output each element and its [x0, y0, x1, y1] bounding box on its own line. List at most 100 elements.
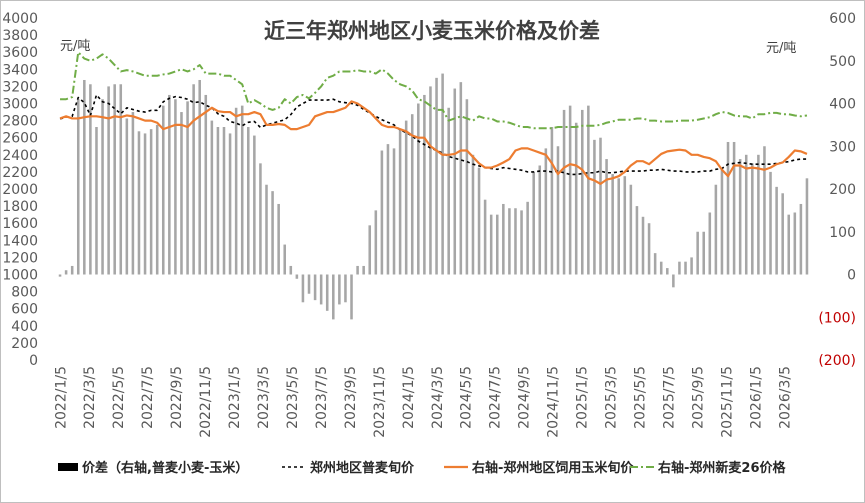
x-tick-label: 2024/1/5: [401, 366, 417, 429]
spread-bar-59: [417, 103, 420, 275]
spread-bar-2: [70, 265, 74, 275]
x-tick-label: 2024/3/5: [430, 366, 446, 429]
spread-bar-82: [556, 146, 560, 275]
spread-bar-24: [204, 94, 208, 275]
spread-bar-116: [763, 146, 766, 275]
spread-bar-78: [532, 171, 535, 275]
spread-bar-104: [690, 257, 693, 275]
spread-bar-80: [544, 148, 548, 275]
left-tick-label: 2600: [2, 131, 38, 147]
price-lines: [59, 51, 808, 185]
spread-bar-47: [344, 274, 347, 303]
spread-bar-95: [635, 206, 639, 275]
spread-bar-44: [325, 274, 329, 311]
legend-label: 郑州地区普麦旬价: [310, 460, 415, 476]
chart-title: 近三年郑州地区小麦玉米价格及价差: [264, 19, 600, 43]
spread-bar-53: [380, 150, 384, 275]
x-tick-label: 2022/5/5: [111, 366, 127, 429]
spread-bar-65: [453, 88, 457, 275]
spread-bar-67: [465, 99, 469, 275]
x-tick-label: 2023/9/5: [343, 366, 359, 429]
x-tick-label: 2025/9/5: [690, 366, 706, 429]
spread-bar-31: [247, 127, 250, 275]
spread-bar-93: [623, 176, 627, 275]
spread-bar-97: [647, 223, 651, 275]
x-tick-label: 2023/5/5: [285, 366, 301, 429]
spread-bar-107: [708, 212, 712, 275]
spread-bar-3: [76, 99, 80, 275]
legend-key-spread: [58, 463, 78, 471]
spread-bar-103: [684, 261, 687, 275]
spread-bar-40: [301, 274, 305, 303]
spread-bar-115: [757, 154, 760, 275]
legend-label: 右轴-郑州地区饲用玉米旬价: [471, 460, 634, 476]
right-tick-label: 300: [829, 139, 856, 155]
spread-bar-60: [423, 94, 426, 275]
x-tick-label: 2022/9/5: [169, 366, 185, 429]
left-tick-label: 1200: [2, 250, 38, 266]
left-tick-label: 2000: [2, 182, 38, 198]
spread-bar-8: [107, 86, 110, 275]
left-tick-label: 800: [11, 285, 38, 301]
legend-label: 右轴-郑州新麦26价格: [657, 460, 786, 476]
spread-bar-117: [769, 171, 772, 275]
spread-bar-10: [119, 84, 123, 275]
spread-bar-17: [161, 105, 165, 275]
spread-bar-114: [751, 163, 754, 275]
spread-bar-58: [410, 114, 414, 275]
spread-bar-42: [313, 274, 317, 301]
left-tick-label: 2400: [2, 148, 38, 164]
spread-bar-29: [234, 107, 238, 275]
spread-bar-90: [605, 159, 608, 275]
spread-bar-96: [641, 216, 645, 275]
spread-bars: [58, 73, 809, 320]
left-axis-unit: 元/吨: [60, 39, 90, 54]
x-tick-label: 2025/5/5: [633, 366, 649, 429]
spread-bar-1: [64, 270, 68, 275]
spread-bar-56: [398, 129, 402, 275]
x-tick-label: 2022/7/5: [140, 366, 156, 429]
left-tick-label: 3000: [2, 97, 38, 113]
spread-bar-84: [568, 105, 572, 275]
spread-bar-87: [587, 105, 590, 275]
spread-bar-119: [781, 193, 784, 275]
left-tick-label: 0: [29, 353, 38, 369]
right-tick-label: 100: [829, 225, 856, 241]
spread-bar-49: [356, 265, 359, 275]
spread-bar-14: [143, 133, 147, 275]
left-tick-label: 3800: [2, 28, 38, 44]
spread-bar-15: [149, 129, 153, 275]
x-tick-label: 2025/7/5: [661, 366, 677, 429]
spread-bar-98: [653, 253, 657, 275]
spread-bar-52: [374, 210, 378, 275]
spread-bar-30: [240, 105, 244, 275]
spread-bar-99: [659, 261, 663, 275]
spread-bar-37: [283, 244, 286, 275]
spread-bar-39: [295, 274, 299, 279]
spread-bar-81: [550, 127, 554, 275]
spread-bar-6: [95, 127, 98, 275]
right-tick-label: (100): [818, 310, 856, 326]
spread-bar-27: [222, 127, 226, 275]
spread-bar-105: [696, 231, 699, 275]
spread-bar-32: [253, 135, 256, 275]
spread-bar-48: [350, 274, 353, 320]
spread-bar-0: [58, 274, 62, 277]
spread-bar-109: [720, 167, 724, 275]
spread-bar-61: [429, 86, 432, 275]
spread-bar-63: [441, 73, 444, 275]
x-tick-label: 2025/1/5: [575, 366, 591, 429]
x-tick-label: 2026/1/5: [748, 366, 764, 429]
x-axis-labels: 2022/1/5 2022/3/5 2022/5/5 2022/7/5 2022/9/5…: [53, 366, 793, 438]
x-tick-label: 2024/7/5: [488, 366, 504, 429]
spread-bar-89: [599, 137, 602, 275]
x-tick-label: 2024/9/5: [517, 366, 533, 429]
spread-bar-123: [805, 178, 809, 275]
spread-bar-85: [574, 122, 578, 275]
spread-bar-66: [459, 82, 463, 275]
spread-bar-26: [216, 127, 220, 275]
spread-bar-76: [520, 210, 523, 275]
spread-bar-20: [180, 112, 183, 275]
spread-bar-91: [611, 174, 614, 275]
